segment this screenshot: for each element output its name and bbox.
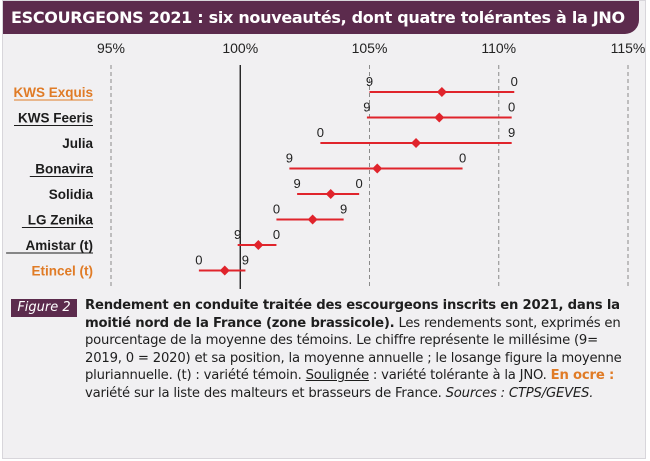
year-label-high: 0 [356,176,363,191]
variety-label: Julia [62,136,93,151]
chart-title: ESCOURGEONS 2021 : six nouveautés, dont … [11,8,625,27]
x-tick-label: 110% [481,40,516,56]
mean-marker [372,163,383,174]
variety-label: KWS Feeris [18,111,93,126]
mean-marker [325,189,336,199]
x-tick-label: 105% [352,40,388,56]
caption-sources: Sources : CTPS/GEVES. [445,385,594,401]
year-label-high: 9 [508,125,515,140]
year-label-low: 9 [286,151,293,166]
mean-marker [411,138,422,148]
mean-marker [307,214,318,225]
mean-marker [253,240,264,250]
variety-label: Solidia [49,187,94,202]
mean-marker [434,112,445,123]
x-tick-label: 100% [222,40,258,56]
caption-bold-text: Rendement en conduite traitée des escour… [85,298,620,331]
mean-marker [219,265,230,276]
year-label-high: 0 [459,151,466,166]
year-label-high: 0 [273,227,280,242]
caption-text: Rendement en conduite traitée des escour… [85,297,637,403]
caption-ocre-label: En ocre : [550,368,615,384]
year-label-low: 0 [195,253,202,268]
x-tick-label: 115% [611,40,646,56]
variety-label: Amistar (t) [25,238,93,253]
year-label-high: 9 [340,202,347,217]
year-label-high: 0 [508,100,515,115]
variety-label: Etincel (t) [31,264,93,279]
year-label-low: 0 [317,125,324,140]
year-label-high: 0 [511,74,518,89]
caption-text-2: : variété tolérante à la JNO. [368,368,551,384]
year-label-low: 9 [294,176,301,191]
year-label-low: 0 [273,202,280,217]
caption-text-3: variété sur la liste des malteurs et bra… [85,385,446,401]
variety-label: KWS Exquis [13,85,93,100]
x-tick-label: 95% [97,40,125,56]
caption-text-1: Les rendements sont, exprimés en pourcen… [85,315,622,384]
variety-label: LG Zenika [28,213,94,228]
year-label-high: 9 [242,253,249,268]
variety-label: Bonavira [35,162,93,177]
figure-label: Figure 2 [11,299,77,317]
title-bar: ESCOURGEONS 2021 : six nouveautés, dont … [3,1,639,34]
mean-marker [436,87,447,97]
caption-underlined-label: Soulignée [305,368,369,384]
year-label-low: 9 [363,100,370,115]
year-label-low: 9 [366,74,373,89]
year-label-low: 9 [234,227,241,242]
